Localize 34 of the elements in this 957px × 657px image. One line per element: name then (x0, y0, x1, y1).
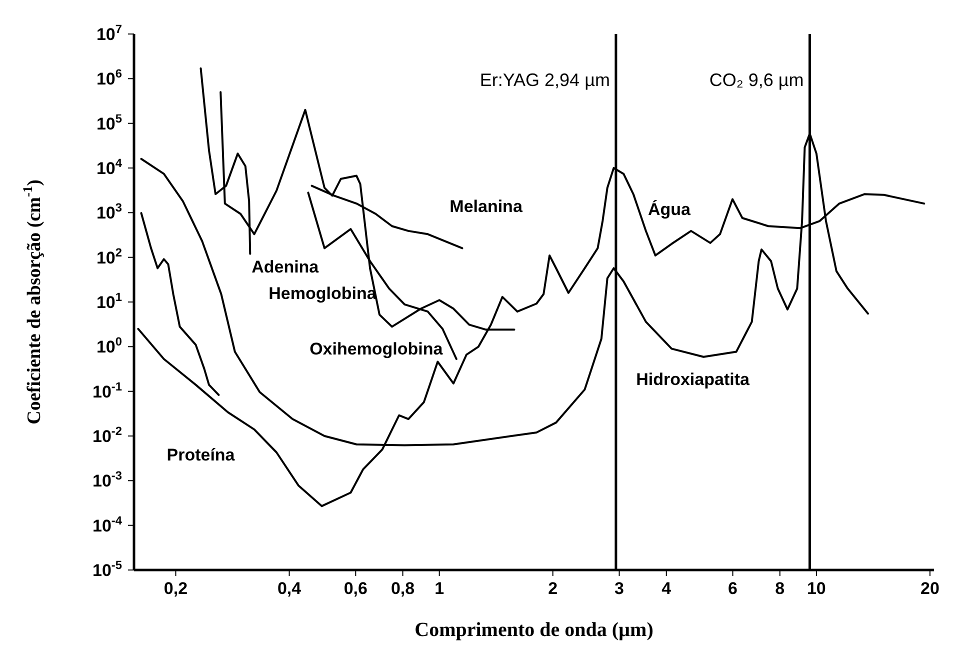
annotation: Adenina (252, 257, 320, 276)
y-tick-label: 10$^{5}$ (96, 111, 122, 134)
annotation: Hidroxiapatita (636, 370, 750, 389)
x-tick-label: 10 (806, 579, 826, 598)
x-tick-label: 1 (434, 579, 444, 598)
x-tick-label: 0,2 (164, 579, 188, 598)
x-tick-label: 0,4 (277, 579, 302, 598)
x-tick-label: 2 (548, 579, 558, 598)
x-tick-label: 0,6 (344, 579, 368, 598)
y-tick-label: 10$^{-5}$ (92, 558, 122, 580)
y-tick-label: 10$^{-4}$ (92, 513, 122, 536)
x-tick-label: 20 (920, 579, 940, 598)
annotation: Melanina (450, 197, 523, 216)
y-tick-label: 10$^{6}$ (96, 66, 122, 89)
x-tick-label: 6 (728, 579, 738, 598)
annotation: Oxihemoglobina (310, 340, 444, 359)
y-tick-label: 10$^{-2}$ (92, 424, 122, 446)
x-tick-label: 4 (662, 579, 672, 598)
y-tick-label: 10$^{-1}$ (92, 379, 122, 402)
y-tick-label: 10$^{1}$ (96, 290, 122, 312)
annotation: Proteína (166, 445, 236, 464)
x-tick-label: 3 (614, 579, 624, 598)
y-tick-label: 10$^{3}$ (96, 200, 122, 223)
annotation: Água (648, 199, 692, 220)
x-tick-label: 0,8 (390, 579, 415, 598)
y-tick-label: 10$^{-3}$ (92, 468, 122, 491)
y-tick-label: 10$^{4}$ (96, 156, 122, 178)
y-tick-label: 10$^{7}$ (96, 22, 122, 44)
y-tick-label: 10$^{0}$ (96, 334, 122, 357)
y-tick-label: 10$^{2}$ (96, 245, 122, 268)
x-tick-label: 8 (775, 579, 785, 598)
ref-line-label: CO₂ 9,6 µm (709, 70, 804, 90)
ref-line-label: Er:YAG 2,94 µm (480, 70, 610, 90)
x-axis-title: Comprimento de onda (µm) (414, 619, 654, 641)
